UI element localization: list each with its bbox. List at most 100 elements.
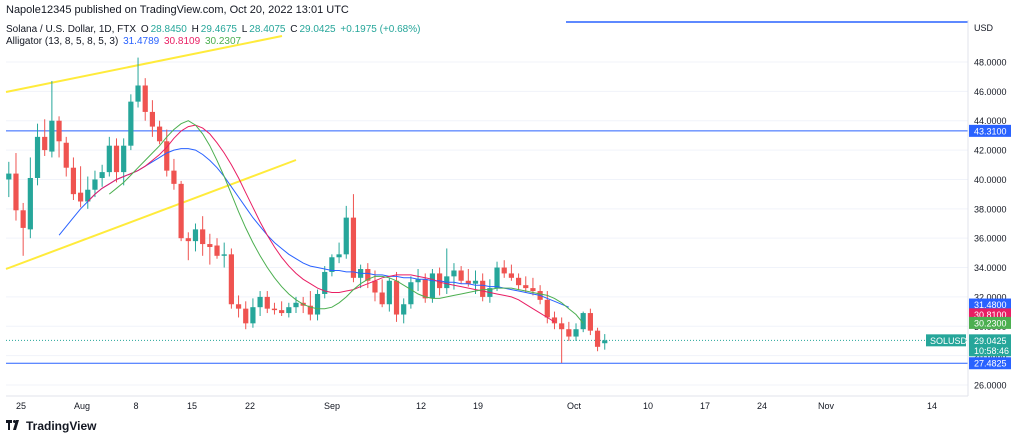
- candle-body: [200, 229, 206, 245]
- candle-body: [501, 267, 507, 274]
- candle-body: [271, 308, 278, 311]
- symbol-tag-text: SOLUSD: [930, 336, 968, 346]
- symbol-name[interactable]: Solana / U.S. Dollar, 1D, FTX: [6, 24, 137, 35]
- candle-body: [85, 189, 91, 202]
- candle-body: [458, 270, 464, 281]
- price-label-text: 30.8100: [974, 310, 1007, 320]
- candle-body: [415, 279, 421, 283]
- y-tick-label: 48.0000: [974, 58, 1007, 68]
- candle-body: [70, 167, 77, 195]
- x-tick-label: 15: [187, 401, 197, 411]
- candle-body: [508, 273, 514, 278]
- y-tick-label: 32.0000: [974, 292, 1007, 302]
- candle-body: [379, 292, 385, 305]
- candle-body: [580, 313, 586, 330]
- candle-body: [20, 210, 26, 228]
- candle-body: [451, 270, 457, 277]
- close-value: 29.0425: [299, 24, 336, 35]
- candle-body: [99, 172, 105, 178]
- candle-body: [530, 288, 536, 292]
- candle-body: [243, 308, 249, 324]
- candle-body: [393, 280, 400, 315]
- candle-body: [156, 126, 163, 142]
- candle-body: [422, 279, 428, 299]
- close-label: C: [290, 24, 298, 35]
- x-tick-label: 12: [416, 401, 426, 411]
- tradingview-logo-icon: [6, 419, 22, 433]
- candle-body: [221, 254, 227, 256]
- x-tick-label: 25: [16, 401, 26, 411]
- x-tick-label: 24: [757, 401, 767, 411]
- indicator-name[interactable]: Alligator (13, 8, 5, 8, 5, 3): [6, 36, 119, 47]
- low-value: 28.4075: [249, 24, 286, 35]
- candle-body: [594, 330, 601, 347]
- candle-body: [279, 310, 285, 314]
- y-tick-label: 40.0000: [974, 175, 1007, 185]
- candle-body: [250, 307, 256, 324]
- price-label-box: [969, 124, 1011, 137]
- overlays: [5, 21, 968, 364]
- y-tick-label: 36.0000: [974, 234, 1007, 244]
- candle-body: [228, 254, 234, 305]
- candle-body: [293, 302, 299, 308]
- y-tick-label: 26.0000: [974, 381, 1007, 391]
- footer: TradingView: [6, 419, 96, 433]
- candle-body: [314, 293, 321, 315]
- high-label: H: [191, 24, 199, 35]
- candle-body: [573, 329, 579, 337]
- current-price-box: [969, 334, 1011, 357]
- footer-brand: TradingView: [26, 419, 97, 433]
- x-tick-label: Nov: [818, 401, 835, 411]
- candle-body: [192, 229, 199, 242]
- x-tick-label: 19: [473, 401, 483, 411]
- candle-body: [235, 304, 242, 309]
- candle-body: [13, 173, 19, 211]
- indicator-line: Alligator (13, 8, 5, 8, 5, 3) 31.4789 30…: [6, 36, 243, 47]
- low-label: L: [241, 24, 248, 35]
- price-label-text: 27.4825: [974, 359, 1007, 369]
- candle-body: [472, 280, 479, 284]
- grid: [6, 61, 968, 386]
- candles: [6, 57, 608, 363]
- candle-body: [544, 299, 550, 318]
- candle-body: [178, 183, 184, 239]
- candle-body: [92, 179, 98, 190]
- candle-body: [34, 136, 41, 178]
- y-tick-label: 42.0000: [974, 146, 1007, 156]
- candle-body: [106, 145, 112, 173]
- candle-body: [480, 280, 486, 297]
- price-label-text: 30.2300: [974, 318, 1007, 328]
- countdown-text: 10:58:46: [974, 346, 1009, 356]
- high-value: 29.4675: [200, 24, 237, 35]
- y-tick-label: 38.0000: [974, 204, 1007, 214]
- open-label: O: [140, 24, 149, 35]
- trend-line-upper: [5, 35, 283, 93]
- price-label-box: [969, 316, 1011, 329]
- candle-body: [551, 317, 558, 324]
- candle-body: [494, 267, 500, 289]
- candle-body: [135, 85, 141, 102]
- x-tick-label: 8: [133, 401, 138, 411]
- x-tick-label: 22: [245, 401, 255, 411]
- jaw-value: 31.4789: [123, 36, 160, 47]
- x-tick-label: Sep: [324, 401, 340, 411]
- y-tick-label: 44.0000: [974, 116, 1007, 126]
- candle-body: [365, 269, 371, 281]
- candle-body: [307, 305, 313, 315]
- candle-body: [515, 277, 522, 286]
- candle-body: [350, 217, 357, 278]
- candle-body: [329, 257, 335, 272]
- candle-body: [6, 173, 12, 180]
- alligator-lines: [58, 120, 584, 324]
- candle-body: [128, 101, 134, 146]
- candle-body: [164, 141, 170, 171]
- candle-body: [602, 340, 608, 344]
- lips-value: 30.2307: [204, 36, 242, 47]
- candle-body: [408, 282, 414, 305]
- candle-body: [372, 280, 378, 293]
- candle-body: [185, 238, 191, 242]
- candle-body: [336, 254, 342, 258]
- y-tick-label: 46.0000: [974, 87, 1007, 97]
- candle-body: [214, 245, 220, 256]
